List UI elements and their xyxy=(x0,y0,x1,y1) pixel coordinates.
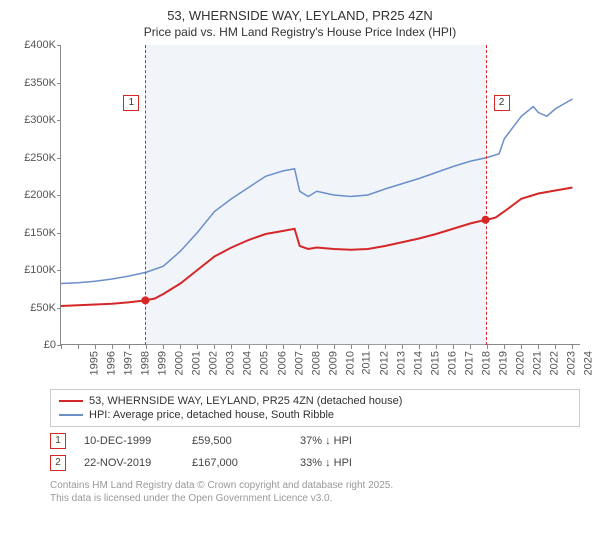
x-axis-label: 2003 xyxy=(225,351,237,375)
attribution-line-2: This data is licensed under the Open Gov… xyxy=(50,492,580,505)
legend-row: 53, WHERNSIDE WAY, LEYLAND, PR25 4ZN (de… xyxy=(59,394,571,408)
x-axis-label: 1999 xyxy=(157,351,169,375)
y-axis-label: £300K xyxy=(12,114,56,126)
y-axis-label: £100K xyxy=(12,264,56,276)
sale-badge: 2 xyxy=(50,455,66,471)
y-axis-label: £150K xyxy=(12,227,56,239)
legend-label: HPI: Average price, detached house, Sout… xyxy=(89,409,334,421)
x-axis-label: 2023 xyxy=(566,351,578,375)
x-axis-label: 2016 xyxy=(447,351,459,375)
y-axis-label: £0 xyxy=(12,339,56,351)
x-axis-label: 1996 xyxy=(106,351,118,375)
y-axis-label: £400K xyxy=(12,39,56,51)
x-axis-label: 2010 xyxy=(344,351,356,375)
chart-area: £0£50K£100K£150K£200K£250K£300K£350K£400… xyxy=(10,45,590,385)
x-axis-label: 2024 xyxy=(583,351,595,375)
sale-vs-hpi: 33% ↓ HPI xyxy=(300,457,390,469)
x-axis-label: 2013 xyxy=(395,351,407,375)
line-series-svg xyxy=(61,45,581,345)
series-hpi xyxy=(61,99,572,284)
x-axis-label: 2015 xyxy=(429,351,441,375)
y-axis-label: £200K xyxy=(12,189,56,201)
legend-swatch xyxy=(59,400,83,402)
sale-vs-hpi: 37% ↓ HPI xyxy=(300,435,390,447)
sale-marker-badge: 1 xyxy=(123,95,139,111)
legend-label: 53, WHERNSIDE WAY, LEYLAND, PR25 4ZN (de… xyxy=(89,395,402,407)
x-axis-label: 2011 xyxy=(360,351,372,375)
sale-marker-line xyxy=(145,45,146,345)
sale-price: £59,500 xyxy=(192,435,282,447)
chart-title: 53, WHERNSIDE WAY, LEYLAND, PR25 4ZN xyxy=(0,0,600,23)
x-axis-label: 2007 xyxy=(293,351,305,375)
x-axis-label: 2009 xyxy=(327,351,339,375)
sale-badge: 1 xyxy=(50,433,66,449)
y-axis-label: £250K xyxy=(12,152,56,164)
sale-marker-badge: 2 xyxy=(494,95,510,111)
chart-container: 53, WHERNSIDE WAY, LEYLAND, PR25 4ZN Pri… xyxy=(0,0,600,560)
chart-legend: 53, WHERNSIDE WAY, LEYLAND, PR25 4ZN (de… xyxy=(50,389,580,427)
attribution-line-1: Contains HM Land Registry data © Crown c… xyxy=(50,479,580,492)
x-axis-label: 1998 xyxy=(140,351,152,375)
plot-region: 12 xyxy=(60,45,580,345)
x-axis-label: 2012 xyxy=(378,351,390,375)
x-axis-label: 2005 xyxy=(259,351,271,375)
x-axis-label: 2008 xyxy=(310,351,322,375)
x-axis-label: 1995 xyxy=(88,351,100,375)
attribution-text: Contains HM Land Registry data © Crown c… xyxy=(50,479,580,505)
x-axis-label: 1997 xyxy=(123,351,135,375)
sale-record-row: 1 10-DEC-1999 £59,500 37% ↓ HPI xyxy=(50,433,580,449)
x-axis-label: 2017 xyxy=(464,351,476,375)
x-axis-label: 2019 xyxy=(498,351,510,375)
x-axis-label: 2002 xyxy=(208,351,220,375)
legend-swatch xyxy=(59,414,83,416)
sale-price: £167,000 xyxy=(192,457,282,469)
x-axis-label: 2018 xyxy=(481,351,493,375)
x-axis-label: 2021 xyxy=(532,351,544,375)
x-axis-label: 2014 xyxy=(412,351,424,375)
y-axis-label: £350K xyxy=(12,77,56,89)
sale-date: 22-NOV-2019 xyxy=(84,457,174,469)
sale-record-row: 2 22-NOV-2019 £167,000 33% ↓ HPI xyxy=(50,455,580,471)
y-axis-label: £50K xyxy=(12,302,56,314)
legend-row: HPI: Average price, detached house, Sout… xyxy=(59,408,571,422)
x-axis-label: 2001 xyxy=(191,351,203,375)
series-price_paid xyxy=(61,188,572,307)
x-axis-label: 2022 xyxy=(549,351,561,375)
x-axis-label: 2000 xyxy=(174,351,186,375)
x-axis-label: 2004 xyxy=(242,351,254,375)
x-axis-label: 2006 xyxy=(276,351,288,375)
x-axis-label: 2020 xyxy=(515,351,527,375)
chart-subtitle: Price paid vs. HM Land Registry's House … xyxy=(0,23,600,45)
sale-marker-line xyxy=(486,45,487,345)
sale-date: 10-DEC-1999 xyxy=(84,435,174,447)
